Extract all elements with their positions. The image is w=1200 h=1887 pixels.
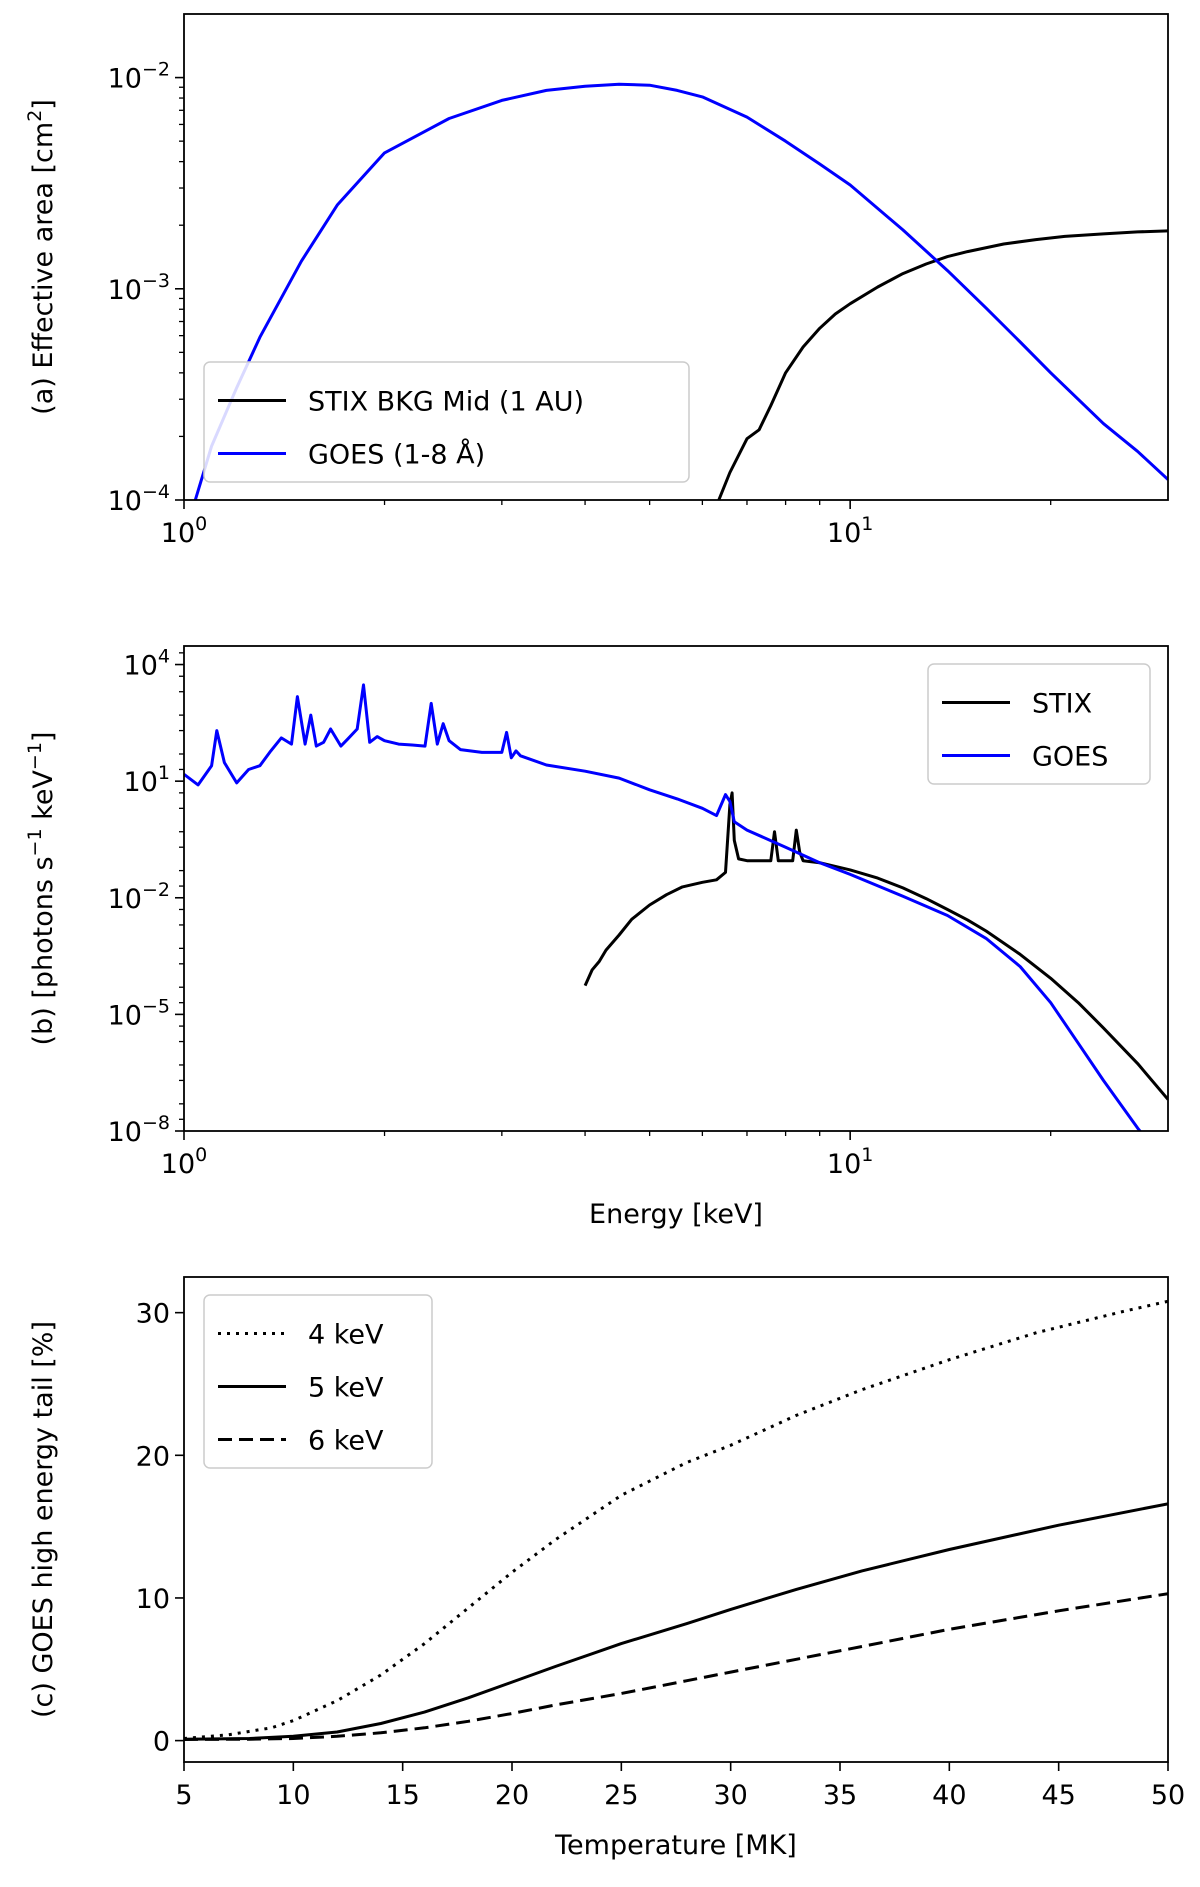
series-line-6-kev [184,1592,1168,1741]
x-axis-label: Temperature [MK] [554,1830,797,1861]
x-tick-label: 100 [161,513,207,549]
legend: STIX BKG Mid (1 AU) GOES (1-8 Å) [203,361,690,483]
x-tick-label: 5 [175,1780,192,1811]
x-tick-label: 25 [604,1780,638,1811]
series-line-stix [583,791,1168,1101]
x-tick-label: 15 [385,1780,419,1811]
legend-label: STIX BKG Mid (1 AU) [308,387,584,418]
y-axis-label: (c) GOES high energy tail [%] [28,1321,59,1718]
plot-frame [183,645,1169,1132]
series-line-4-kev [184,1299,1168,1740]
x-tick-label: 100 [161,1144,207,1180]
legend-label: GOES (1-8 Å) [308,439,485,471]
y-tick-label: 10−2 [108,59,170,95]
legend-box [203,361,690,483]
x-tick-label: 40 [932,1780,966,1811]
legend-box [203,1294,433,1469]
y-tick-label: 0 [153,1727,170,1758]
series-group [184,1299,1168,1741]
series-line-stix-bkg-mid-1-au- [717,229,1168,500]
legend: 4 keV 5 keV 6 keV [203,1294,433,1469]
plot-frame [183,13,1169,501]
y-tick-label: 20 [136,1441,170,1472]
x-tick-label: 45 [1041,1780,1075,1811]
y-axis-label: (a) Effective area [cm2] [24,99,59,415]
series-line-goes [184,683,1142,1131]
legend-label: STIX [1032,689,1092,720]
y-tick-label: 104 [124,646,170,682]
legend-label: 4 keV [308,1320,384,1351]
y-tick-label: 10 [136,1584,170,1615]
series-group [184,683,1168,1131]
plot-frame [183,1276,1169,1763]
series-group [193,82,1168,500]
panel-a-effective-area: 100 101 10−2 10−3 10−4 (a) Effective area [cm… [24,13,1169,549]
y-tick-label: 10−5 [108,995,170,1031]
y-tick-label: 101 [124,762,170,798]
x-tick-label: 101 [827,1144,873,1180]
y-tick-label: 30 [136,1299,170,1330]
legend-label: 6 keV [308,1426,384,1457]
y-tick-label: 10−3 [108,270,170,306]
x-tick-label: 20 [495,1780,529,1811]
legend-label: GOES [1032,742,1108,773]
panel-c-high-energy-tail: 5 10 15 20 25 30 35 40 45 50 0 10 20 30 (c) GOES high … [28,1276,1185,1861]
series-line-goes-1-8- [193,82,1168,500]
x-tick-label: 30 [713,1780,747,1811]
legend: STIX GOES [927,663,1151,785]
x-tick-label: 101 [827,513,873,549]
x-axis-label: Energy [keV] [589,1199,763,1230]
y-tick-label: 10−4 [108,481,170,517]
legend-label: 5 keV [308,1373,384,1404]
x-tick-label: 35 [823,1780,857,1811]
x-tick-label: 10 [276,1780,310,1811]
series-line-5-kev [184,1502,1168,1741]
y-axis-label: (b) [photons s−1 keV−1] [24,732,59,1046]
panel-b-photon-spectrum: 100 101 104 101 10−2 10−5 10−8 (b) [photons s−1… [24,645,1169,1230]
y-tick-label: 10−8 [108,1112,170,1148]
x-tick-label: 50 [1151,1780,1185,1811]
y-tick-label: 10−2 [108,879,170,915]
